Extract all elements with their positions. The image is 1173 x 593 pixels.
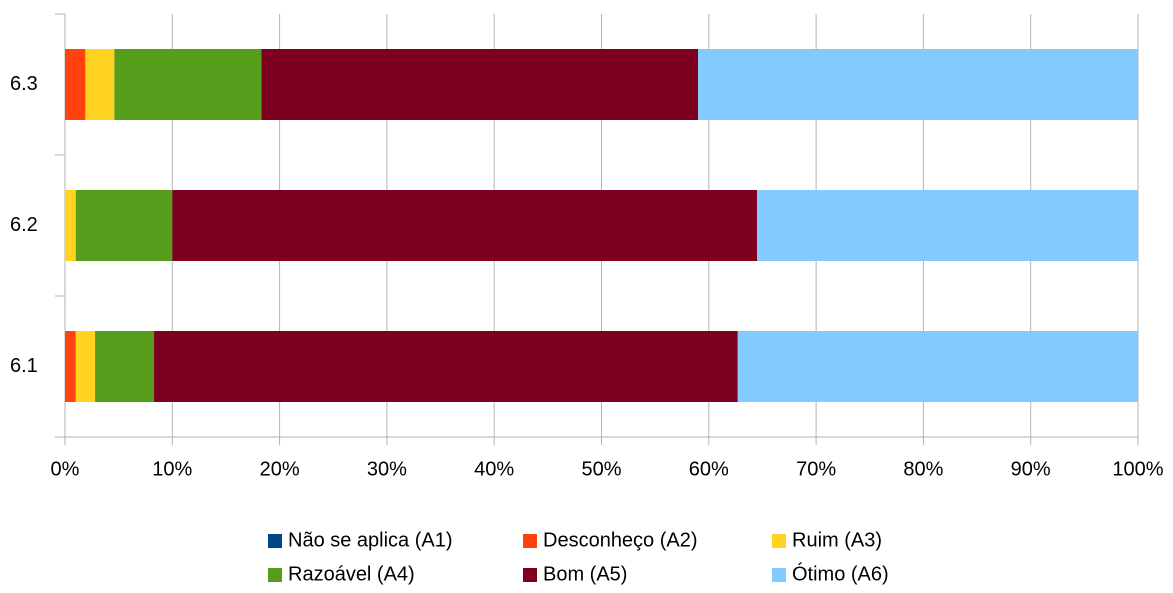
- bar-segment: [95, 331, 155, 402]
- y-tick-label: 6.1: [10, 355, 38, 377]
- x-tick-label: 80%: [903, 458, 943, 480]
- bar-segment: [65, 190, 76, 261]
- x-tick-label: 70%: [796, 458, 836, 480]
- bar-segment: [75, 190, 173, 261]
- x-tick-label: 30%: [367, 458, 407, 480]
- x-tick-label: 90%: [1011, 458, 1051, 480]
- legend-label: Razoável (A4): [288, 563, 415, 585]
- x-tick-label: 10%: [152, 458, 192, 480]
- legend-swatch: [268, 568, 282, 582]
- x-tick-label: 40%: [474, 458, 514, 480]
- y-tick-label: 6.3: [10, 73, 38, 95]
- x-tick-label: 20%: [260, 458, 300, 480]
- bar-segment: [261, 49, 699, 120]
- bar-segment: [172, 190, 758, 261]
- legend-label: Ruim (A3): [792, 529, 882, 551]
- legend-label: Ótimo (A6): [792, 562, 889, 585]
- y-tick-label: 6.2: [10, 214, 38, 236]
- bar-segment: [85, 49, 115, 120]
- legend-swatch: [523, 568, 537, 582]
- legend-label: Não se aplica (A1): [288, 529, 453, 551]
- bar-segment: [65, 49, 86, 120]
- legend-swatch: [772, 534, 786, 548]
- bar-segment: [698, 49, 1138, 120]
- x-tick-label: 0%: [51, 458, 80, 480]
- bar-segment: [737, 331, 1138, 402]
- legend-label: Bom (A5): [543, 563, 627, 585]
- x-tick-label: 100%: [1112, 458, 1163, 480]
- legend-swatch: [268, 534, 282, 548]
- bar-segment: [757, 190, 1138, 261]
- x-tick-label: 60%: [689, 458, 729, 480]
- x-tick-label: 50%: [581, 458, 621, 480]
- legend-swatch: [523, 534, 537, 548]
- legend-label: Desconheço (A2): [543, 529, 698, 551]
- bar-segment: [65, 331, 76, 402]
- legend-swatch: [772, 568, 786, 582]
- bar-segment: [154, 331, 738, 402]
- bar-segment: [75, 331, 96, 402]
- bar-segment: [114, 49, 262, 120]
